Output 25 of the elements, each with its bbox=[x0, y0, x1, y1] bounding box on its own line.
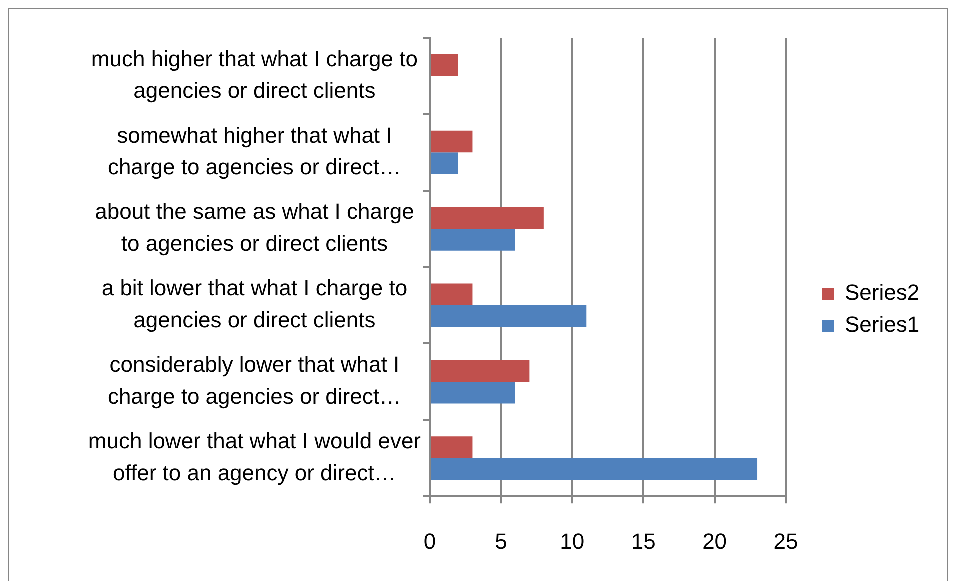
bar bbox=[431, 130, 473, 153]
bar bbox=[431, 54, 458, 76]
bar bbox=[431, 360, 530, 382]
x-tick-label: 0 bbox=[424, 528, 436, 554]
y-tick-label: considerably lower that what I charge to agencies or direct… bbox=[108, 352, 402, 409]
bar bbox=[431, 382, 516, 404]
x-tick-label: 5 bbox=[495, 528, 508, 554]
bar bbox=[431, 306, 587, 328]
bar bbox=[431, 436, 473, 458]
bar bbox=[431, 229, 516, 251]
y-tick-label: somewhat higher that what I charge to agencies or direct… bbox=[108, 122, 402, 180]
legend-label: Series2 bbox=[845, 280, 920, 306]
bar bbox=[431, 152, 458, 174]
y-tick-label: about the same as what I charge to agencies or direct clients bbox=[95, 199, 414, 256]
legend-label: Series1 bbox=[845, 312, 920, 338]
x-tick-label: 10 bbox=[560, 528, 585, 554]
y-tick-label: much higher that what I charge to agencies or direct clients bbox=[91, 46, 418, 104]
bar bbox=[431, 458, 758, 480]
y-tick-label: a bit lower that what I charge to agencies or direct clients bbox=[102, 276, 408, 333]
bar bbox=[431, 207, 544, 230]
x-tick-label: 25 bbox=[774, 528, 798, 554]
y-tick-label: much lower that what I would ever offer to an agency or direct… bbox=[88, 428, 422, 486]
bar bbox=[431, 284, 473, 306]
x-tick-label: 15 bbox=[631, 528, 656, 554]
x-tick-label: 20 bbox=[702, 528, 728, 554]
